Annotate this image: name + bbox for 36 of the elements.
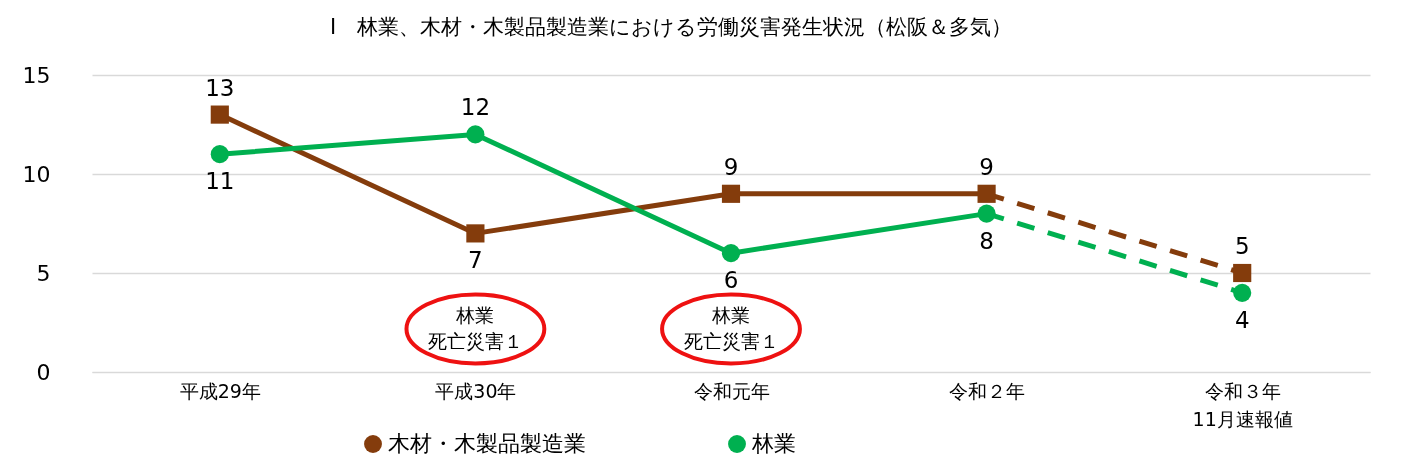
data-label: 8: [979, 227, 994, 254]
point: [1233, 283, 1252, 302]
data-label: 5: [1234, 233, 1250, 259]
data-label: 4: [1234, 306, 1250, 333]
y-tick-label: 10: [22, 161, 51, 187]
data-label: 7: [468, 247, 483, 274]
x-tick-label: 令和２年: [949, 379, 1026, 402]
data-label: 13: [205, 74, 235, 101]
y-tick-label: 5: [36, 260, 51, 286]
point: [466, 224, 485, 243]
point: [1233, 263, 1252, 283]
data-label: 9: [979, 153, 994, 180]
chart-title: Ⅰ 林業、木材・木製品製造業における労働災害発生状況（松阪＆多気）: [329, 15, 1013, 39]
y-tick-label: 15: [22, 62, 51, 88]
point: [210, 105, 229, 124]
x-tick-label: 平成29年: [179, 379, 261, 402]
point: [977, 184, 996, 203]
x-tick-label: 平成30年: [435, 379, 517, 402]
legend-label: 木材・木製品製造業: [388, 431, 586, 456]
annotation: 死亡災害１: [427, 329, 523, 352]
x-tick-label: 令和元年: [693, 379, 770, 402]
data-label: 9: [723, 153, 739, 180]
data-label: 6: [723, 267, 739, 294]
point: [466, 125, 485, 144]
legend-label: 林業: [751, 431, 796, 456]
point: [210, 145, 229, 164]
data-label: 11: [205, 168, 235, 195]
point: [721, 244, 741, 263]
point: [721, 184, 741, 203]
y-tick-label: 0: [36, 359, 51, 385]
data-label: 12: [460, 94, 491, 121]
point: [977, 204, 996, 223]
annotation: 死亡災害１: [683, 329, 779, 352]
annotation: 林業: [711, 303, 750, 326]
annotation: 林業: [455, 303, 495, 326]
x-tick-label: 令和３年 11月速報値: [1192, 379, 1293, 430]
